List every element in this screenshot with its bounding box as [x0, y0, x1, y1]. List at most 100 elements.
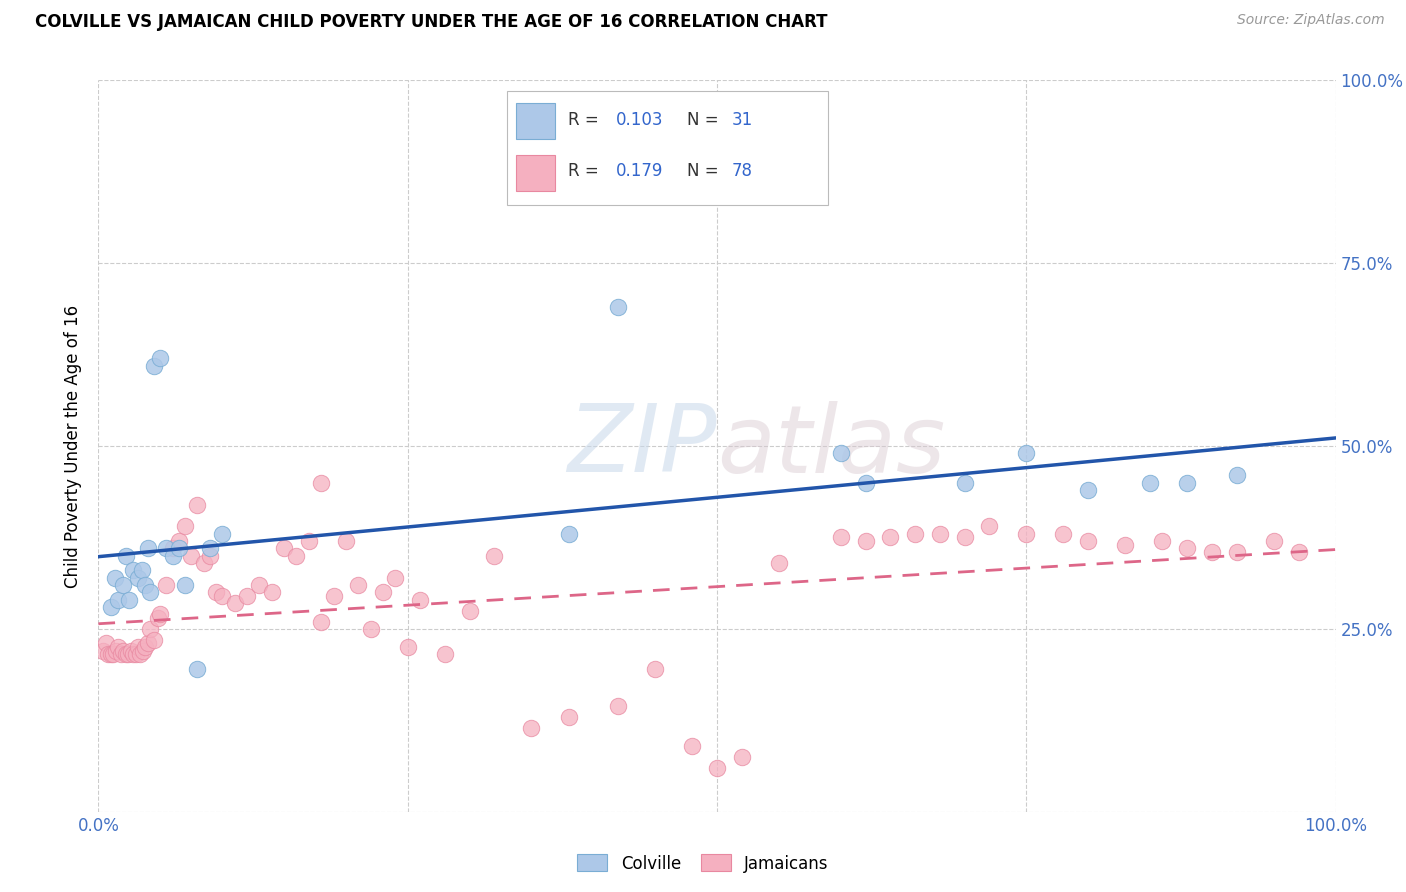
Point: [198, 549, 221, 563]
Point: [681, 739, 703, 753]
Point: [484, 549, 506, 563]
Point: [122, 648, 145, 662]
Point: [1226, 468, 1249, 483]
Point: [953, 475, 976, 490]
Y-axis label: Child Poverty Under the Age of 16: Child Poverty Under the Age of 16: [65, 304, 83, 588]
Point: [335, 534, 357, 549]
Point: [409, 592, 432, 607]
Point: [100, 599, 122, 614]
Point: [94, 636, 117, 650]
Legend: Colville, Jamaicans: Colville, Jamaicans: [571, 847, 835, 880]
Point: [167, 534, 190, 549]
Point: [1015, 446, 1038, 460]
Point: [607, 698, 630, 713]
Point: [211, 526, 233, 541]
Point: [100, 648, 122, 662]
Point: [186, 498, 208, 512]
Point: [114, 549, 136, 563]
Point: [1015, 526, 1038, 541]
Point: [1263, 534, 1285, 549]
Point: [174, 519, 197, 533]
Point: [644, 662, 666, 676]
Point: [103, 571, 125, 585]
Point: [143, 359, 166, 373]
Point: [371, 585, 394, 599]
Point: [879, 530, 901, 544]
Point: [830, 446, 852, 460]
Point: [396, 640, 419, 655]
Point: [1114, 538, 1136, 552]
Point: [236, 589, 259, 603]
Point: [1175, 541, 1198, 556]
Point: [260, 585, 283, 599]
Point: [384, 571, 406, 585]
Point: [557, 526, 579, 541]
Point: [520, 721, 543, 735]
Point: [155, 541, 177, 556]
Point: [198, 541, 221, 556]
Point: [607, 300, 630, 314]
Point: [224, 596, 246, 610]
Point: [93, 644, 115, 658]
Point: [124, 648, 146, 662]
Point: [114, 648, 136, 662]
Point: [149, 351, 172, 366]
Point: [1201, 545, 1223, 559]
Text: COLVILLE VS JAMAICAN CHILD POVERTY UNDER THE AGE OF 16 CORRELATION CHART: COLVILLE VS JAMAICAN CHILD POVERTY UNDER…: [35, 13, 828, 31]
Point: [928, 526, 950, 541]
Point: [107, 592, 129, 607]
Point: [139, 622, 162, 636]
Point: [103, 648, 125, 662]
Point: [285, 549, 308, 563]
Text: Source: ZipAtlas.com: Source: ZipAtlas.com: [1237, 13, 1385, 28]
Point: [309, 615, 332, 629]
Point: [146, 611, 169, 625]
Point: [97, 648, 120, 662]
Text: atlas: atlas: [717, 401, 945, 491]
Point: [347, 578, 370, 592]
Point: [180, 549, 202, 563]
Point: [1077, 534, 1099, 549]
Point: [132, 644, 155, 658]
Point: [120, 644, 142, 658]
Point: [131, 563, 153, 577]
Point: [247, 578, 270, 592]
Point: [110, 648, 132, 662]
Point: [322, 589, 344, 603]
Point: [1288, 545, 1310, 559]
Point: [830, 530, 852, 544]
Point: [731, 749, 754, 764]
Point: [298, 534, 321, 549]
Point: [1152, 534, 1174, 549]
Text: ZIP: ZIP: [568, 401, 717, 491]
Point: [162, 549, 184, 563]
Point: [129, 648, 152, 662]
Point: [211, 589, 233, 603]
Point: [107, 640, 129, 655]
Point: [149, 607, 172, 622]
Point: [855, 534, 877, 549]
Point: [117, 648, 139, 662]
Point: [1175, 475, 1198, 490]
Point: [1052, 526, 1074, 541]
Point: [174, 578, 197, 592]
Point: [1077, 483, 1099, 497]
Point: [136, 541, 159, 556]
Point: [134, 640, 156, 655]
Point: [162, 541, 184, 556]
Point: [273, 541, 295, 556]
Point: [953, 530, 976, 544]
Point: [193, 556, 215, 570]
Point: [557, 709, 579, 723]
Point: [134, 578, 156, 592]
Point: [706, 761, 728, 775]
Point: [167, 541, 190, 556]
Point: [104, 644, 127, 658]
Point: [139, 585, 162, 599]
Point: [309, 475, 332, 490]
Point: [186, 662, 208, 676]
Point: [143, 632, 166, 647]
Point: [979, 519, 1001, 533]
Point: [112, 644, 135, 658]
Point: [136, 636, 159, 650]
